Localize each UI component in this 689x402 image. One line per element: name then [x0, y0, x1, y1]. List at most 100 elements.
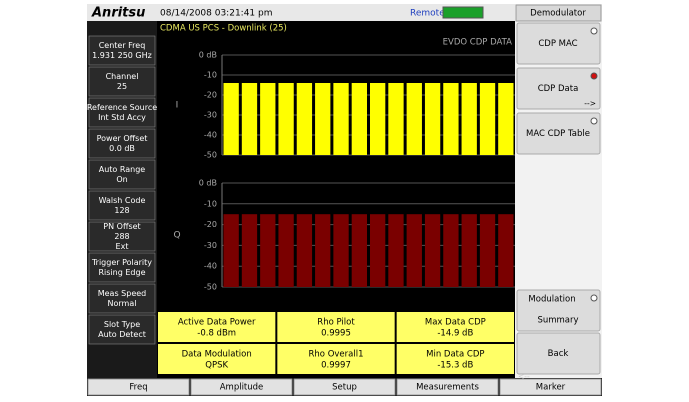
menu-tab[interactable] [499, 378, 602, 396]
channel-label: I [176, 101, 179, 111]
measurement-cell [395, 311, 515, 343]
y-tick-label: -30 [204, 111, 217, 120]
softkey-sublabel: Summary [537, 316, 578, 326]
softkey-title-bar [515, 4, 602, 22]
y-tick-label: 0 dB [199, 51, 217, 60]
parameter-text: 288 [114, 232, 129, 241]
parameter-box [88, 128, 156, 159]
softkey-button[interactable] [516, 112, 601, 155]
parameter-box [88, 314, 156, 345]
parameter-box [88, 190, 156, 221]
bar [241, 83, 258, 155]
menu-tab[interactable] [87, 378, 190, 396]
bar [260, 83, 276, 155]
bar [315, 214, 331, 287]
parameter-text: Ext [116, 242, 129, 251]
bar [443, 214, 459, 287]
measurement-cell [276, 311, 396, 343]
parameter-box [88, 35, 156, 66]
bar [498, 83, 514, 155]
softkey-indicator [590, 27, 598, 35]
y-tick-label: -10 [204, 199, 217, 208]
bar [479, 214, 496, 287]
menu-tab-label: Freq [129, 383, 147, 393]
parameter-text: Int Std Accy [98, 113, 146, 122]
softkey-button[interactable] [516, 332, 601, 375]
softkey-label: Back [548, 349, 569, 359]
bar [443, 83, 459, 155]
bar [388, 214, 404, 287]
screen-mode: EVDO CDP DATA [443, 38, 513, 48]
measurement-label: Max Data CDP [425, 318, 486, 328]
parameter-text: 25 [117, 82, 127, 91]
parameter-box [88, 97, 156, 128]
bar [315, 83, 331, 155]
bar [370, 83, 386, 155]
softkey-label: CDP MAC [538, 39, 577, 49]
parameter-text: Power Offset [97, 134, 148, 143]
measurement-value: -0.8 dBm [197, 329, 236, 339]
softkey-button[interactable] [516, 67, 601, 110]
channel-label: Q [173, 231, 180, 241]
datetime: 08/14/2008 03:21:41 pm [160, 9, 273, 19]
y-tick-label: -20 [204, 220, 217, 229]
measurement-cell [395, 343, 515, 375]
menu-tab[interactable] [396, 378, 499, 396]
brand: Anritsu [91, 6, 145, 21]
measurement-value: 0.9997 [321, 361, 351, 371]
measurement-label: Rho Pilot [317, 318, 355, 328]
softkey-button[interactable] [516, 22, 601, 65]
bar [351, 214, 367, 287]
parameter-text: PN Offset [103, 222, 140, 231]
screen-title: CDMA US PCS - Downlink (25) [160, 24, 287, 34]
menu-tab[interactable] [293, 378, 396, 396]
bar [223, 83, 239, 155]
bar [479, 83, 496, 155]
parameter-text: Reference Source [87, 103, 157, 112]
parameter-text: Walsh Code [99, 196, 146, 205]
softkey-title: Demodulator [530, 9, 586, 19]
measurement-label: Data Modulation [182, 350, 252, 360]
parameter-box [88, 66, 156, 97]
bar [388, 83, 404, 155]
parameter-text: 0.0 dB [109, 144, 135, 153]
measurement-value: -15.3 dB [437, 361, 473, 371]
parameter-box [88, 159, 156, 190]
bar [351, 83, 367, 155]
measurement-value: 0.9995 [321, 329, 351, 339]
bar [406, 83, 422, 155]
softkey-indicator [590, 294, 598, 302]
y-tick-label: -50 [204, 283, 217, 292]
bar [424, 83, 441, 155]
parameter-text: Normal [108, 299, 137, 308]
remote-indicator [442, 6, 484, 19]
parameter-text: Auto Range [99, 165, 146, 174]
bar [461, 83, 477, 155]
menu-tab-label: Setup [332, 383, 357, 393]
softkey-arrow: --> [584, 99, 596, 108]
menu-tab-label: Measurements [416, 383, 479, 393]
parameter-box [88, 252, 156, 283]
bar [370, 214, 386, 287]
y-tick-label: -40 [204, 262, 217, 271]
parameter-text: Slot Type [104, 320, 140, 329]
parameter-text: Auto Detect [98, 330, 146, 339]
softkey-button[interactable] [516, 289, 601, 332]
y-tick-label: -30 [204, 241, 217, 250]
y-tick-label: -40 [204, 131, 217, 140]
softkey-label: MAC CDP Table [526, 129, 590, 139]
softkey-indicator [590, 72, 598, 80]
bar [333, 83, 349, 155]
top-bar [87, 4, 515, 21]
bar [424, 214, 441, 287]
measurement-label: Min Data CDP [426, 350, 484, 360]
bar [278, 83, 294, 155]
menu-tab[interactable] [190, 378, 293, 396]
menu-tab-label: Marker [536, 383, 566, 393]
softkey-indicator [590, 117, 598, 125]
measurement-cell [276, 343, 396, 375]
measurement-cell [157, 311, 277, 343]
bar [241, 214, 258, 287]
parameter-text: 128 [114, 206, 129, 215]
